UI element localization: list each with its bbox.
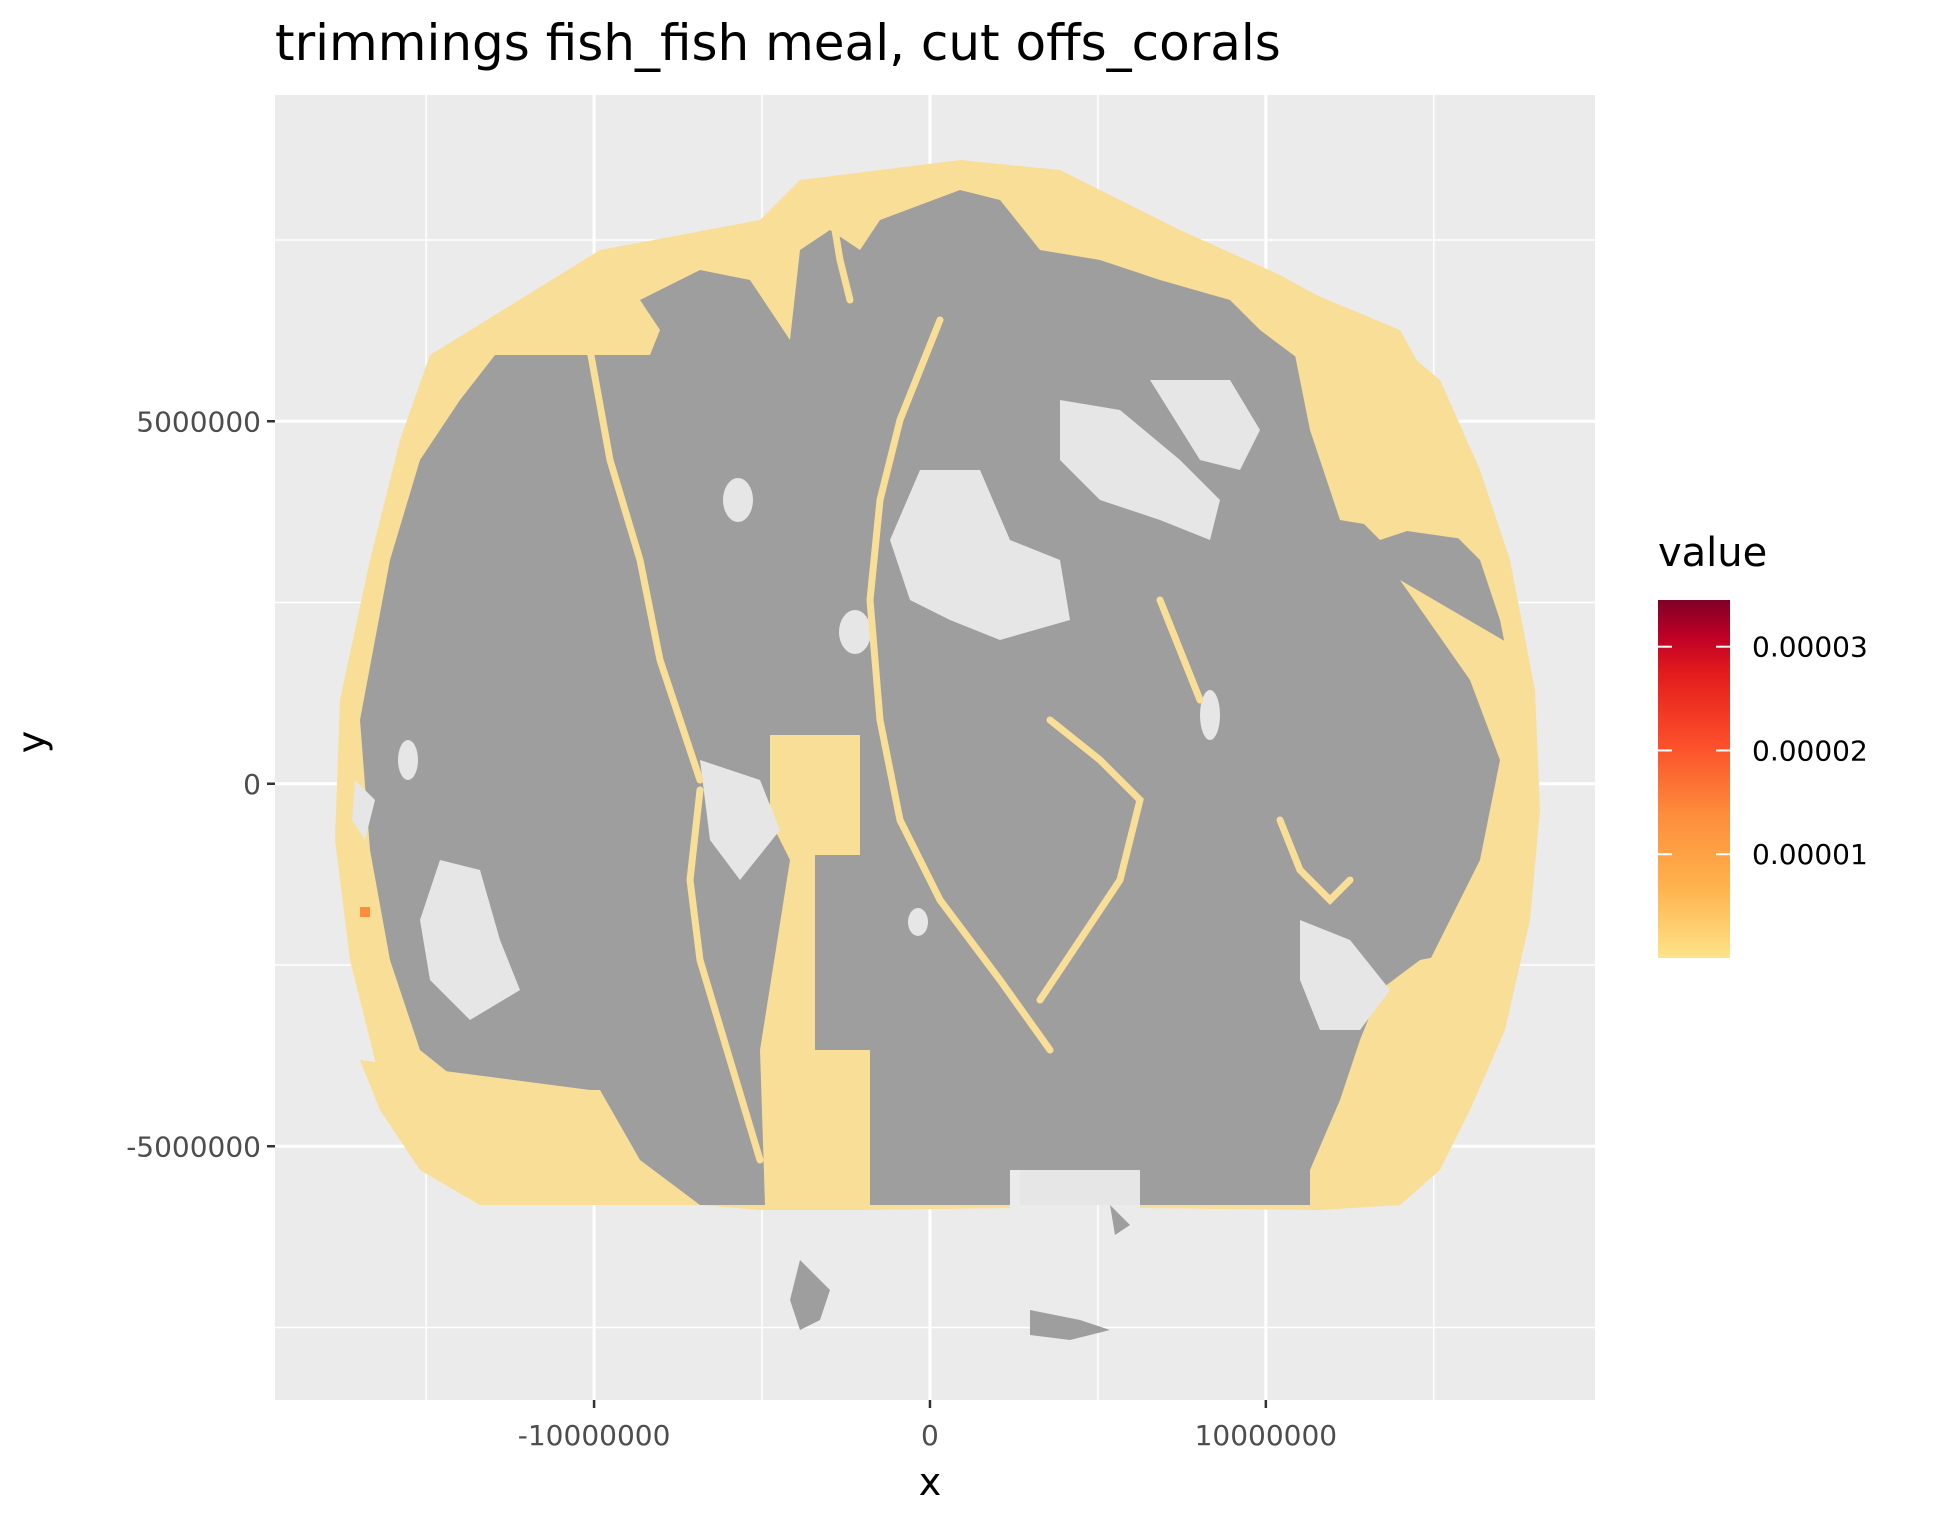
- ocean-wedge-east-pacific: [1330, 580, 1535, 1200]
- coastal-low-value-bands: [556, 196, 1354, 1164]
- y-axis: 5000000 0 -5000000: [126, 405, 275, 1163]
- x-tick-label: 10000000: [1195, 1419, 1338, 1452]
- ocean-wedge-west-pacific: [1280, 280, 1490, 540]
- map-layer: [335, 160, 1540, 1340]
- legend-break-label: 0.00003: [1752, 631, 1868, 664]
- y-tick-label: -5000000: [126, 1130, 261, 1163]
- x-tick-label: 0: [921, 1419, 939, 1452]
- ocean-wedge-south-pacific: [360, 1060, 640, 1205]
- legend-break-label: 0.00002: [1752, 734, 1868, 767]
- y-axis-title: y: [9, 730, 54, 754]
- x-tick-label: -10000000: [518, 1419, 671, 1452]
- y-tick-label: 0: [243, 768, 261, 801]
- antarctic-fragments: [790, 1205, 1130, 1340]
- legend-ticks: 0.00003 0.00002 0.00001: [1658, 631, 1868, 871]
- x-axis: -10000000 0 10000000: [518, 1400, 1337, 1452]
- chart-title: trimmings fish_fish meal, cut offs_coral…: [275, 14, 1281, 72]
- legend-break-label: 0.00001: [1752, 838, 1868, 871]
- no-data-patches: [352, 380, 1390, 1205]
- x-axis-title: x: [918, 1460, 942, 1504]
- hot-spot-cell: [360, 907, 370, 917]
- legend-colorbar: [1658, 600, 1730, 958]
- y-tick-label: 5000000: [136, 405, 261, 438]
- legend-title: value: [1658, 530, 1768, 576]
- ocean-block-atlantic: [760, 735, 870, 1205]
